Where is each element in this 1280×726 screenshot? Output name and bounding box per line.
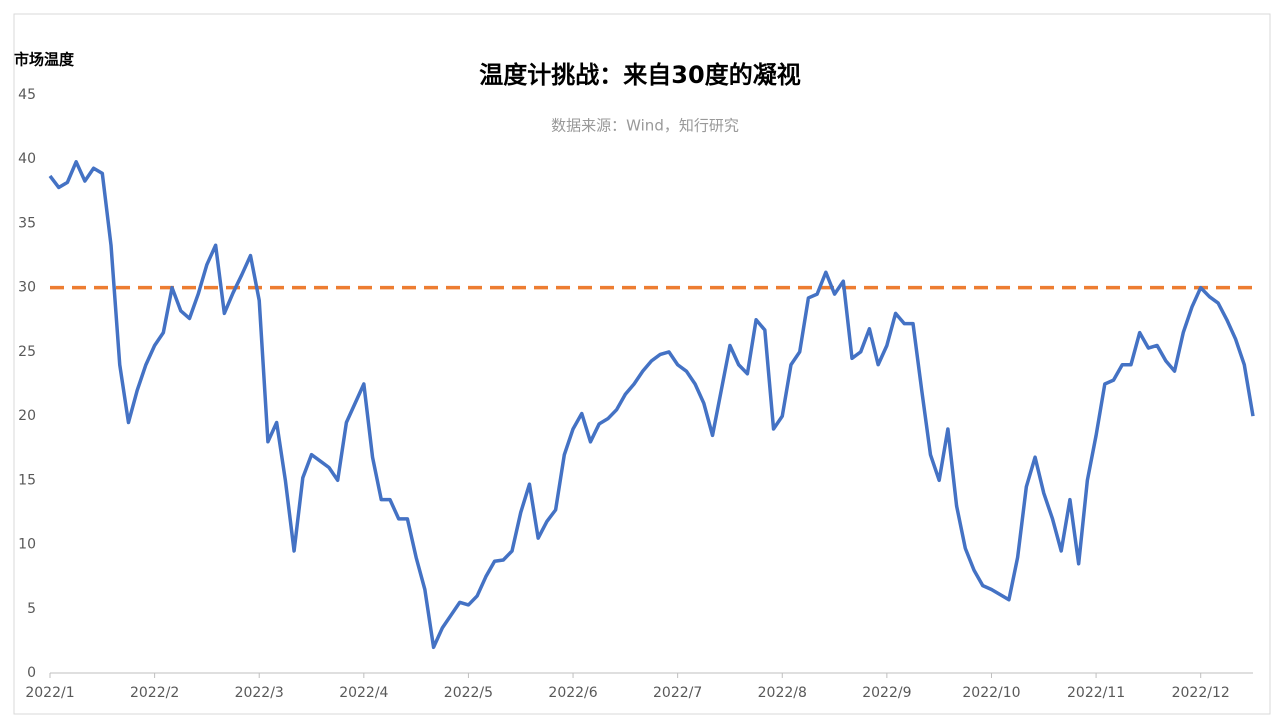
- x-tick-label: 2022/6: [548, 685, 597, 701]
- y-tick-label: 10: [18, 537, 36, 553]
- y-tick-label: 45: [18, 87, 36, 103]
- x-tick-label: 2022/3: [235, 685, 284, 701]
- data-line: [48, 160, 1255, 650]
- y-tick-label: 35: [18, 215, 36, 231]
- x-tick-label: 2022/12: [1172, 685, 1230, 701]
- chart-frame: [13, 13, 1271, 715]
- y-tick-label: 5: [27, 601, 36, 617]
- y-axis-label: 市场温度: [14, 51, 75, 69]
- y-tick-label: 20: [18, 408, 36, 424]
- x-tick-label: 2022/8: [758, 685, 807, 701]
- x-tick-label: 2022/10: [962, 685, 1020, 701]
- y-tick-label: 30: [18, 280, 36, 296]
- x-tick-label: 2022/11: [1067, 685, 1125, 701]
- x-tick-label: 2022/7: [653, 685, 702, 701]
- y-tick-label: 25: [18, 344, 36, 360]
- chart-subtitle: 数据来源：Wind，知行研究: [551, 117, 739, 135]
- y-tick-label: 40: [18, 151, 36, 167]
- x-tick-label: 2022/4: [339, 685, 388, 701]
- y-tick-label: 15: [18, 472, 36, 488]
- x-tick-label: 2022/5: [444, 685, 493, 701]
- x-tick-label: 2022/1: [25, 685, 74, 701]
- chart-title: 温度计挑战：来自30度的凝视: [479, 61, 800, 89]
- x-tick-label: 2022/2: [130, 685, 179, 701]
- y-tick-label: 0: [27, 665, 36, 681]
- x-tick-label: 2022/9: [862, 685, 911, 701]
